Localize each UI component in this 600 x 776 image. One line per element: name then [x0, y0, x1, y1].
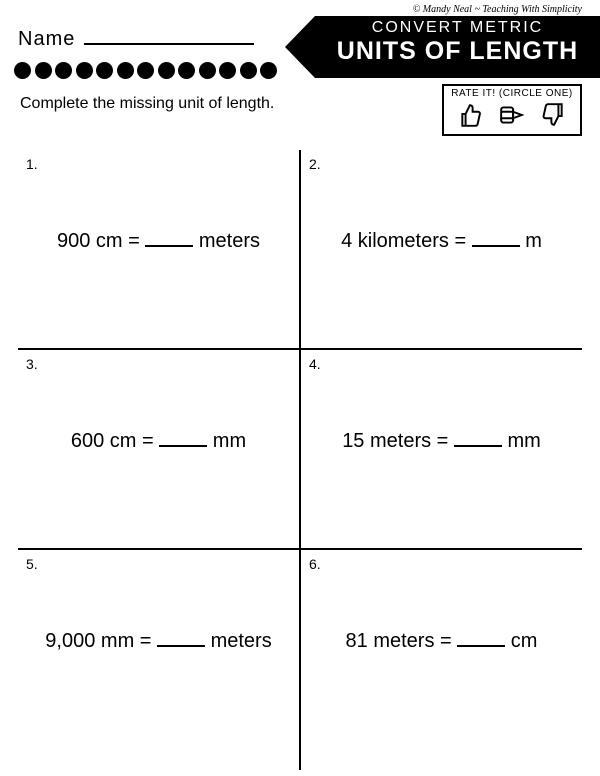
question-cell: 6. 81 meters = cm — [301, 550, 582, 770]
question-after: cm — [505, 630, 537, 652]
name-label: Name — [18, 28, 75, 50]
question-after: mm — [207, 430, 246, 452]
question-before: 900 cm = — [57, 230, 145, 252]
dot — [178, 62, 195, 79]
answer-blank[interactable] — [145, 233, 193, 247]
question-row: 5. 9,000 mm = meters 6. 81 meters = cm — [18, 550, 582, 770]
question-grid: 1. 900 cm = meters 2. 4 kilometers = m 3. 600… — [18, 150, 582, 776]
dot — [96, 62, 113, 79]
dot — [55, 62, 72, 79]
question-after: mm — [502, 430, 541, 452]
question-cell: 3. 600 cm = mm — [18, 350, 301, 548]
question-number: 4. — [309, 356, 574, 372]
rate-it-thumbs — [444, 99, 580, 131]
question-row: 1. 900 cm = meters 2. 4 kilometers = m — [18, 150, 582, 350]
question-before: 9,000 mm = — [45, 630, 157, 652]
question-before: 81 meters = — [346, 630, 458, 652]
question-text: 600 cm = mm — [18, 430, 299, 453]
name-field: Name — [18, 28, 254, 51]
dot — [35, 62, 52, 79]
question-text: 81 meters = cm — [301, 630, 582, 653]
dot — [76, 62, 93, 79]
title-line1: CONVERT METRIC — [315, 19, 600, 37]
answer-blank[interactable] — [157, 633, 205, 647]
dot — [260, 62, 277, 79]
dot — [137, 62, 154, 79]
question-cell: 5. 9,000 mm = meters — [18, 550, 301, 770]
question-number: 2. — [309, 156, 574, 172]
rate-it-box: Rate It! (Circle One) — [442, 84, 582, 136]
question-before: 15 meters = — [342, 430, 454, 452]
question-text: 900 cm = meters — [18, 230, 299, 253]
question-cell: 1. 900 cm = meters — [18, 150, 301, 348]
answer-blank[interactable] — [454, 433, 502, 447]
question-text: 15 meters = mm — [301, 430, 582, 453]
thumbs-side-icon[interactable] — [499, 102, 525, 128]
answer-blank[interactable] — [159, 433, 207, 447]
thumbs-up-icon[interactable] — [458, 102, 484, 128]
question-after: m — [520, 230, 542, 252]
title-line2: UNITS OF LENGTH — [315, 39, 600, 64]
question-after: meters — [205, 630, 272, 652]
answer-blank[interactable] — [457, 633, 505, 647]
question-number: 3. — [26, 356, 291, 372]
decorative-dots — [14, 62, 281, 79]
question-cell: 4. 15 meters = mm — [301, 350, 582, 548]
name-blank-line[interactable] — [84, 31, 254, 45]
question-row: 3. 600 cm = mm 4. 15 meters = mm — [18, 350, 582, 550]
question-before: 4 kilometers = — [341, 230, 472, 252]
instruction-text: Complete the missing unit of length. — [20, 95, 274, 113]
question-text: 9,000 mm = meters — [18, 630, 299, 653]
question-before: 600 cm = — [71, 430, 159, 452]
title-banner: CONVERT METRIC UNITS OF LENGTH — [315, 16, 600, 78]
copyright-text: © Mandy Neal ~ Teaching With Simplicity — [413, 4, 582, 15]
dot — [14, 62, 31, 79]
question-number: 5. — [26, 556, 291, 572]
dot — [117, 62, 134, 79]
question-text: 4 kilometers = m — [301, 230, 582, 253]
thumbs-down-icon[interactable] — [540, 102, 566, 128]
dot — [240, 62, 257, 79]
rate-it-label: Rate It! (Circle One) — [444, 86, 580, 99]
question-number: 6. — [309, 556, 574, 572]
question-cell: 2. 4 kilometers = m — [301, 150, 582, 348]
dot — [199, 62, 216, 79]
dot — [158, 62, 175, 79]
answer-blank[interactable] — [472, 233, 520, 247]
dot — [219, 62, 236, 79]
question-after: meters — [193, 230, 260, 252]
question-number: 1. — [26, 156, 291, 172]
